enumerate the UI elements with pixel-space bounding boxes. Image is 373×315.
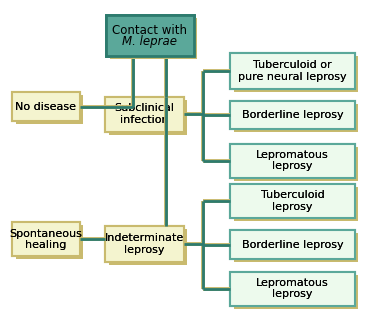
FancyBboxPatch shape	[234, 233, 358, 262]
FancyBboxPatch shape	[109, 100, 187, 135]
Text: M. leprae: M. leprae	[122, 35, 178, 48]
Text: Lepromatous
leprosy: Lepromatous leprosy	[256, 278, 329, 300]
Text: Lepromatous
leprosy: Lepromatous leprosy	[256, 278, 329, 300]
Text: Contact with: Contact with	[112, 24, 188, 37]
FancyBboxPatch shape	[12, 222, 79, 256]
FancyBboxPatch shape	[231, 272, 355, 306]
FancyBboxPatch shape	[12, 222, 79, 256]
FancyBboxPatch shape	[234, 187, 358, 221]
FancyBboxPatch shape	[231, 101, 355, 129]
FancyBboxPatch shape	[231, 230, 355, 259]
Text: Tuberculoid
leprosy: Tuberculoid leprosy	[261, 190, 325, 211]
FancyBboxPatch shape	[231, 53, 355, 89]
FancyBboxPatch shape	[234, 104, 358, 132]
FancyBboxPatch shape	[231, 144, 355, 178]
FancyBboxPatch shape	[231, 230, 355, 259]
Text: Tuberculoid or
pure neural leprosy: Tuberculoid or pure neural leprosy	[238, 60, 347, 82]
FancyBboxPatch shape	[110, 18, 197, 60]
FancyBboxPatch shape	[234, 187, 358, 221]
FancyBboxPatch shape	[109, 229, 187, 265]
FancyBboxPatch shape	[105, 226, 184, 262]
Text: Spontaneous
healing: Spontaneous healing	[9, 228, 82, 250]
FancyBboxPatch shape	[16, 226, 83, 259]
Text: Borderline leprosy: Borderline leprosy	[242, 239, 343, 249]
FancyBboxPatch shape	[234, 275, 358, 309]
FancyBboxPatch shape	[231, 101, 355, 129]
FancyBboxPatch shape	[16, 95, 83, 124]
FancyBboxPatch shape	[234, 56, 358, 92]
FancyBboxPatch shape	[234, 147, 358, 180]
FancyBboxPatch shape	[106, 15, 194, 56]
FancyBboxPatch shape	[231, 53, 355, 89]
Text: Lepromatous
leprosy: Lepromatous leprosy	[256, 150, 329, 171]
Text: No disease: No disease	[15, 101, 76, 112]
Text: M. leprae: M. leprae	[122, 35, 178, 48]
Text: Spontaneous
healing: Spontaneous healing	[9, 228, 82, 250]
FancyBboxPatch shape	[12, 92, 79, 121]
FancyBboxPatch shape	[110, 18, 197, 60]
FancyBboxPatch shape	[234, 104, 358, 132]
Text: Borderline leprosy: Borderline leprosy	[242, 110, 343, 120]
FancyBboxPatch shape	[234, 147, 358, 180]
FancyBboxPatch shape	[105, 96, 184, 132]
FancyBboxPatch shape	[105, 226, 184, 262]
FancyBboxPatch shape	[231, 272, 355, 306]
FancyBboxPatch shape	[109, 229, 187, 265]
FancyBboxPatch shape	[12, 92, 79, 121]
Text: Tuberculoid or
pure neural leprosy: Tuberculoid or pure neural leprosy	[238, 60, 347, 82]
FancyBboxPatch shape	[16, 226, 83, 259]
Text: Indeterminate
leprosy: Indeterminate leprosy	[105, 233, 184, 255]
FancyBboxPatch shape	[231, 184, 355, 218]
FancyBboxPatch shape	[16, 95, 83, 124]
FancyBboxPatch shape	[234, 56, 358, 92]
Text: Tuberculoid
leprosy: Tuberculoid leprosy	[261, 190, 325, 211]
FancyBboxPatch shape	[231, 184, 355, 218]
Text: Borderline leprosy: Borderline leprosy	[242, 239, 343, 249]
Text: Contact with: Contact with	[112, 24, 188, 37]
Text: Lepromatous
leprosy: Lepromatous leprosy	[256, 150, 329, 171]
Text: No disease: No disease	[15, 101, 76, 112]
FancyBboxPatch shape	[234, 233, 358, 262]
Text: Subclinical
infection: Subclinical infection	[115, 104, 175, 125]
FancyBboxPatch shape	[109, 100, 187, 135]
FancyBboxPatch shape	[231, 144, 355, 178]
FancyBboxPatch shape	[106, 15, 194, 56]
Text: Indeterminate
leprosy: Indeterminate leprosy	[105, 233, 184, 255]
FancyBboxPatch shape	[105, 96, 184, 132]
FancyBboxPatch shape	[234, 275, 358, 309]
Text: Subclinical
infection: Subclinical infection	[115, 104, 175, 125]
Text: Borderline leprosy: Borderline leprosy	[242, 110, 343, 120]
